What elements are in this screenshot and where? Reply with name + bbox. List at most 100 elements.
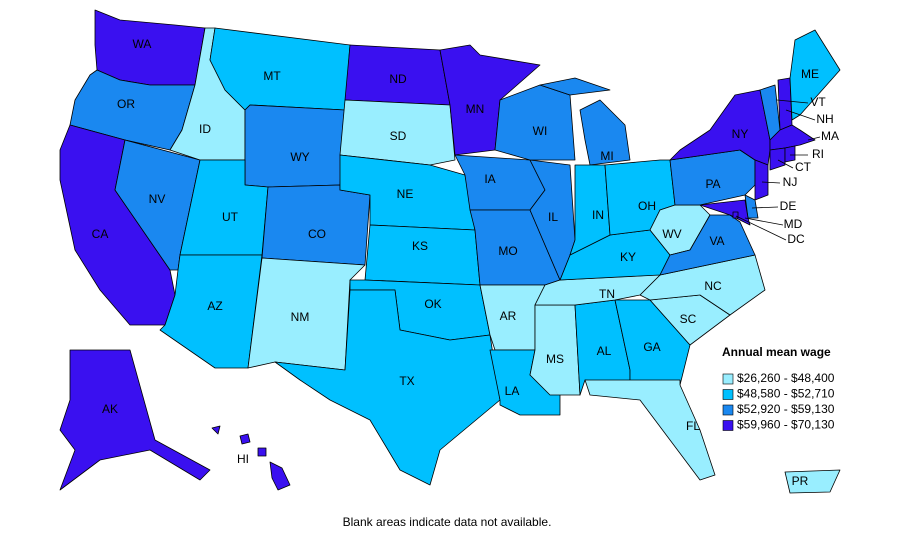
legend-swatch <box>722 373 734 385</box>
state-shape <box>211 425 221 435</box>
state-label: WI <box>533 124 548 138</box>
state-label: IL <box>548 210 558 224</box>
state-label: DC <box>787 232 805 246</box>
legend-label: $52,920 - $59,130 <box>737 402 835 416</box>
state-label: NM <box>291 310 310 324</box>
state-label: IN <box>592 208 604 222</box>
state-label: MT <box>263 69 281 83</box>
state-label: AL <box>597 344 612 358</box>
state-label: DE <box>780 199 797 213</box>
leader-line <box>776 99 809 104</box>
state-shape <box>529 159 576 281</box>
leader-line <box>761 181 781 184</box>
state-shape <box>777 77 793 131</box>
state-shape <box>261 184 371 266</box>
state-shape <box>699 199 751 226</box>
leader-line <box>785 109 816 121</box>
state-label: AK <box>102 402 118 416</box>
state-label: MI <box>600 149 613 163</box>
leader-line <box>807 136 821 141</box>
state-label: FL <box>686 419 700 433</box>
state-label: NH <box>816 112 833 126</box>
state-label: SD <box>390 129 407 143</box>
state-shape <box>274 289 501 486</box>
state-label: ID <box>199 122 211 136</box>
legend-swatch <box>722 389 734 400</box>
state-label: NC <box>704 279 722 293</box>
state-shape <box>364 224 481 286</box>
state-shape <box>789 29 841 121</box>
leader-line <box>777 159 794 169</box>
state-shape <box>539 77 611 96</box>
legend-label: $59,960 - $70,130 <box>737 418 835 432</box>
state-label: OR <box>117 97 135 111</box>
state-shape <box>769 147 786 171</box>
state-label: VT <box>810 95 826 109</box>
leader-line <box>735 215 787 241</box>
state-shape <box>244 104 346 188</box>
state-label: GA <box>643 340 660 354</box>
legend-swatch <box>722 420 734 431</box>
state-label: LA <box>505 384 520 398</box>
state-label: WA <box>133 37 152 51</box>
state-label: RI <box>812 147 824 161</box>
state-label: WY <box>290 150 309 164</box>
state-label: CA <box>92 227 109 241</box>
state-shape <box>529 304 581 396</box>
state-label: NY <box>732 127 749 141</box>
legend-label: $48,580 - $52,710 <box>737 387 835 401</box>
state-label: TX <box>399 374 414 388</box>
state-label: MS <box>546 352 564 366</box>
state-label: TN <box>599 287 615 301</box>
state-shape <box>659 214 756 276</box>
state-shape <box>584 379 716 481</box>
state-label: MN <box>466 102 485 116</box>
state-label: NV <box>149 192 166 206</box>
state-label: NE <box>397 187 414 201</box>
state-shape <box>339 99 456 166</box>
state-shape <box>269 461 291 491</box>
footnote: Blank areas indicate data not available. <box>343 515 552 529</box>
legend-swatch <box>722 404 734 416</box>
state-label: OH <box>638 199 656 213</box>
state-shape <box>579 99 631 166</box>
state-label: SC <box>680 312 697 326</box>
state-label: AR <box>500 309 517 323</box>
state-label: CO <box>308 227 326 241</box>
state-label: CT <box>795 160 812 174</box>
state-label: NJ <box>783 175 798 189</box>
state-label: KY <box>620 250 636 264</box>
legend-title: Annual mean wage <box>722 345 831 359</box>
state-label: WV <box>662 227 681 241</box>
state-label: MD <box>784 217 803 231</box>
state-label: UT <box>222 210 239 224</box>
state-labels: WA OR CA NV ID MT WY UT AZ CO NM ND SD NE KS OK TX MN IA MO… <box>92 37 839 488</box>
state-shape <box>569 164 611 256</box>
state-label: MA <box>821 129 839 143</box>
state-label: AZ <box>207 299 222 313</box>
state-label: HI <box>237 452 249 466</box>
state-label: IA <box>484 172 495 186</box>
state-shape <box>239 433 251 445</box>
state-label: ND <box>389 72 407 86</box>
state-label: VA <box>709 234 724 248</box>
leader-line <box>744 217 784 226</box>
state-label: PA <box>705 177 720 191</box>
states <box>59 9 841 494</box>
state-shape <box>494 84 576 161</box>
legend: $26,260 - $48,400 $48,580 - $52,710$52,92… <box>722 371 835 432</box>
legend-label: $26,260 - $48,400 <box>737 371 835 385</box>
state-label: MO <box>498 244 517 258</box>
state-label: KS <box>412 239 428 253</box>
leader-line <box>751 206 779 209</box>
state-shape <box>784 469 841 494</box>
state-label: PR <box>792 474 809 488</box>
state-shape <box>257 447 267 457</box>
state-shape <box>784 145 796 163</box>
state-shape <box>59 349 211 491</box>
state-label: ME <box>801 67 819 81</box>
state-label: OK <box>424 297 441 311</box>
state-shape <box>732 211 739 219</box>
state-shape <box>754 159 769 201</box>
